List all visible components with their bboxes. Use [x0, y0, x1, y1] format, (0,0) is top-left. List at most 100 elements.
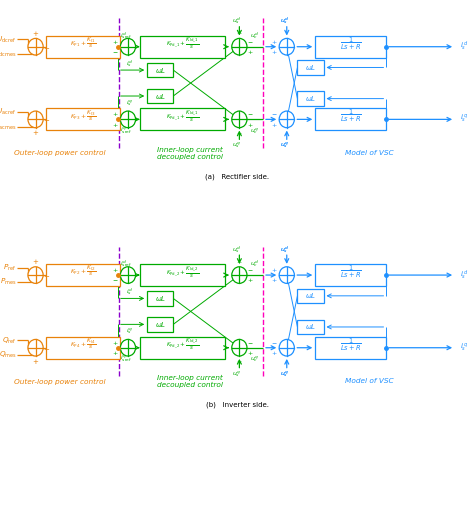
- Text: $K_{\mathrm{Pd\_1}}+\dfrac{K_{\mathrm{Id\_1}}}{s}$: $K_{\mathrm{Pd\_1}}+\dfrac{K_{\mathrm{Id…: [166, 36, 199, 50]
- Circle shape: [232, 38, 247, 55]
- Text: Model of VSC: Model of VSC: [346, 378, 394, 385]
- Text: $\omega L$: $\omega L$: [155, 294, 166, 303]
- Text: $U_{\mathrm{acref}}$: $U_{\mathrm{acref}}$: [0, 107, 17, 117]
- FancyBboxPatch shape: [315, 108, 386, 130]
- Text: $i^{\,d}_{s}$: $i^{\,d}_{s}$: [460, 268, 469, 282]
- Text: $u^{\,d}_{s}$: $u^{\,d}_{s}$: [232, 244, 242, 254]
- Text: $-$: $-$: [271, 112, 278, 117]
- Text: $K_{\mathrm{Pd\_1}}+\dfrac{K_{\mathrm{Id\_1}}}{s}$: $K_{\mathrm{Pd\_1}}+\dfrac{K_{\mathrm{Id…: [166, 108, 199, 123]
- Text: $i^{\,d}_{s}$: $i^{\,d}_{s}$: [126, 286, 134, 297]
- Text: $\omega L$: $\omega L$: [305, 322, 316, 332]
- Text: $-$: $-$: [43, 272, 51, 278]
- Circle shape: [120, 339, 136, 356]
- Text: $u^{\,d}_{s}$: $u^{\,d}_{s}$: [232, 16, 242, 26]
- Text: (b)   Inverter side.: (b) Inverter side.: [206, 402, 268, 408]
- FancyBboxPatch shape: [298, 289, 323, 303]
- Text: $K_{\mathrm{Pd\_2}}+\dfrac{K_{\mathrm{Id\_2}}}{s}$: $K_{\mathrm{Pd\_2}}+\dfrac{K_{\mathrm{Id…: [166, 264, 199, 279]
- Text: Outer-loop power control: Outer-loop power control: [13, 150, 105, 156]
- Text: $u^{\,q}_{s}$: $u^{\,q}_{s}$: [232, 141, 242, 150]
- Text: $+$: $+$: [236, 357, 243, 365]
- Circle shape: [120, 38, 136, 55]
- Circle shape: [28, 38, 43, 55]
- FancyBboxPatch shape: [315, 36, 386, 58]
- Text: $i^{\,d}_{s}$: $i^{\,d}_{s}$: [460, 40, 469, 53]
- Circle shape: [279, 267, 294, 283]
- Text: $u^{\,d}_{c}$: $u^{\,d}_{c}$: [250, 258, 259, 269]
- Text: $-$: $-$: [43, 44, 51, 50]
- Text: $\dfrac{1}{Ls+R}$: $\dfrac{1}{Ls+R}$: [340, 264, 362, 280]
- Text: $u^{\,d}_{s}$: $u^{\,d}_{s}$: [280, 16, 289, 26]
- Text: $+$: $+$: [271, 266, 278, 274]
- Circle shape: [28, 111, 43, 128]
- Text: $-$: $-$: [112, 278, 119, 283]
- Text: $K_{\mathrm{Pd\_2}}+\dfrac{K_{\mathrm{Id\_2}}}{s}$: $K_{\mathrm{Pd\_2}}+\dfrac{K_{\mathrm{Id…: [166, 337, 199, 351]
- Text: $i^{\,q}_{\mathrm{sref}}$: $i^{\,q}_{\mathrm{sref}}$: [120, 354, 132, 364]
- Text: $u^{\,q}_{c}$: $u^{\,q}_{c}$: [250, 354, 259, 364]
- Text: $i^{\,d}_{\mathrm{sref}}$: $i^{\,d}_{\mathrm{sref}}$: [120, 30, 132, 40]
- Text: Inner-loop current
decoupled control: Inner-loop current decoupled control: [157, 375, 222, 388]
- Text: Model of VSC: Model of VSC: [346, 150, 394, 156]
- Text: $+$: $+$: [112, 349, 119, 357]
- Text: $\omega L$: $\omega L$: [305, 63, 316, 72]
- FancyBboxPatch shape: [46, 108, 119, 130]
- Text: $U_{\mathrm{dcref}}$: $U_{\mathrm{dcref}}$: [0, 34, 17, 45]
- FancyBboxPatch shape: [298, 91, 323, 106]
- FancyBboxPatch shape: [46, 264, 119, 286]
- Text: $+$: $+$: [236, 29, 243, 37]
- Text: $-$: $-$: [247, 267, 254, 272]
- Circle shape: [232, 111, 247, 128]
- Text: (a)   Rectifier side.: (a) Rectifier side.: [205, 173, 269, 180]
- Text: $P_{\mathrm{mes}}$: $P_{\mathrm{mes}}$: [0, 277, 17, 288]
- Circle shape: [28, 267, 43, 283]
- Text: $-$: $-$: [247, 340, 254, 345]
- Text: $u^{\,d}_{s}$: $u^{\,d}_{s}$: [280, 244, 289, 254]
- Text: $-$: $-$: [112, 49, 119, 54]
- Text: $u^{\,d}_{s}$: $u^{\,d}_{s}$: [280, 16, 289, 26]
- Text: $\dfrac{1}{Ls+R}$: $\dfrac{1}{Ls+R}$: [340, 36, 362, 51]
- FancyBboxPatch shape: [140, 337, 225, 359]
- FancyBboxPatch shape: [315, 337, 386, 359]
- Circle shape: [232, 267, 247, 283]
- FancyBboxPatch shape: [315, 264, 386, 286]
- Text: Outer-loop power control: Outer-loop power control: [13, 378, 105, 385]
- Text: $+$: $+$: [247, 349, 254, 357]
- Text: $\dfrac{1}{Ls+R}$: $\dfrac{1}{Ls+R}$: [340, 108, 362, 124]
- Text: $K_{\mathrm{P2}}+\dfrac{K_{\mathrm{I2}}}{s}$: $K_{\mathrm{P2}}+\dfrac{K_{\mathrm{I2}}}…: [70, 265, 96, 278]
- Text: $i^{\,q}_{\mathrm{sref}}$: $i^{\,q}_{\mathrm{sref}}$: [120, 126, 132, 136]
- Text: $K_{\mathrm{P1}}+\dfrac{K_{\mathrm{I1}}}{s}$: $K_{\mathrm{P1}}+\dfrac{K_{\mathrm{I1}}}…: [70, 36, 96, 50]
- Text: $-$: $-$: [247, 39, 254, 44]
- Text: $+$: $+$: [271, 276, 278, 284]
- Text: $i^{\,q}_{s}$: $i^{\,q}_{s}$: [460, 113, 469, 126]
- Text: $U_{\mathrm{acmes}}$: $U_{\mathrm{acmes}}$: [0, 121, 17, 132]
- Text: $+$: $+$: [32, 257, 39, 266]
- Text: $-$: $-$: [43, 345, 51, 351]
- FancyBboxPatch shape: [147, 89, 173, 103]
- Text: $+$: $+$: [32, 128, 39, 138]
- FancyBboxPatch shape: [140, 264, 225, 286]
- Text: $+$: $+$: [32, 357, 39, 366]
- Text: $u^{\,d}_{s}$: $u^{\,d}_{s}$: [280, 244, 289, 254]
- Text: $i^{\,q}_{s}$: $i^{\,q}_{s}$: [126, 326, 134, 336]
- Text: Inner-loop current
decoupled control: Inner-loop current decoupled control: [157, 146, 222, 160]
- Text: $Q_{\mathrm{ref}}$: $Q_{\mathrm{ref}}$: [2, 335, 17, 346]
- Text: $+$: $+$: [247, 48, 254, 56]
- Text: $\omega L$: $\omega L$: [305, 291, 316, 301]
- Text: $U_{\mathrm{dcmes}}$: $U_{\mathrm{dcmes}}$: [0, 49, 17, 59]
- Text: $+$: $+$: [236, 129, 243, 137]
- Text: $+$: $+$: [112, 37, 119, 46]
- Circle shape: [279, 111, 294, 128]
- Text: $+$: $+$: [271, 120, 278, 129]
- Text: $u^{\,q}_{s}$: $u^{\,q}_{s}$: [280, 141, 289, 150]
- Text: $\omega L$: $\omega L$: [305, 94, 316, 103]
- Circle shape: [120, 111, 136, 128]
- Text: $Q_{\mathrm{mes}}$: $Q_{\mathrm{mes}}$: [0, 350, 17, 360]
- Text: $+$: $+$: [112, 338, 119, 347]
- Text: $u^{\,q}_{s}$: $u^{\,q}_{s}$: [280, 369, 289, 378]
- Circle shape: [120, 267, 136, 283]
- Text: $P_{\mathrm{ref}}$: $P_{\mathrm{ref}}$: [3, 263, 17, 273]
- Text: $+$: $+$: [271, 349, 278, 357]
- FancyBboxPatch shape: [147, 317, 173, 332]
- Text: $+$: $+$: [271, 48, 278, 56]
- Text: $\dfrac{1}{Ls+R}$: $\dfrac{1}{Ls+R}$: [340, 337, 362, 352]
- Text: $u^{\,q}_{s}$: $u^{\,q}_{s}$: [232, 369, 242, 378]
